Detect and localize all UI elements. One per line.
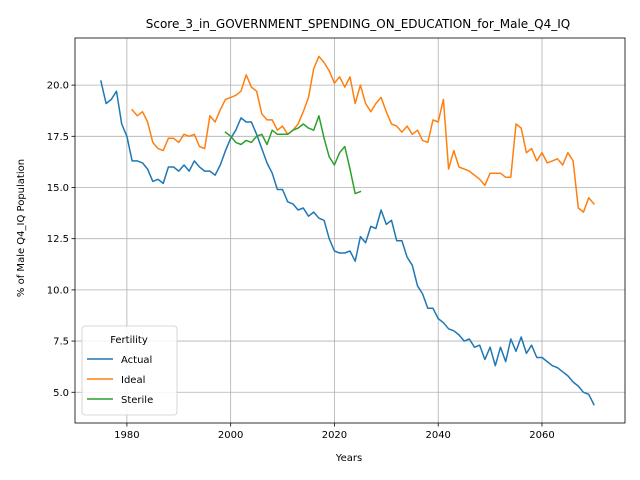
y-tick-label: 20.0 — [47, 81, 69, 92]
legend-box — [81, 325, 178, 416]
series-line-sterile — [224, 115, 362, 195]
legend-label-sterile: Sterile — [121, 395, 153, 406]
series-line-ideal — [131, 55, 595, 213]
chart-title: Score_3_in_GOVERNMENT_SPENDING_ON_EDUCAT… — [146, 17, 571, 31]
legend-title: Fertility — [110, 335, 148, 346]
axis-ticks: 1980 2000 2020 2040 2060 5.0 7.5 10.0 12.5 15.0 17… — [47, 81, 555, 441]
y-tick-label: 17.5 — [47, 132, 69, 143]
legend-items: Actual Ideal Sterile — [87, 355, 153, 406]
x-axis-label: Years — [335, 453, 362, 464]
series-line-actual — [100, 80, 595, 406]
y-tick-label: 12.5 — [47, 234, 69, 245]
legend-label-actual: Actual — [121, 355, 152, 366]
y-tick-label: 15.0 — [47, 183, 69, 194]
x-tick-label: 2060 — [529, 430, 554, 441]
x-tick-label: 2000 — [218, 430, 243, 441]
plot-frame — [74, 37, 626, 424]
x-tick-label: 2040 — [425, 430, 450, 441]
y-tick-label: 10.0 — [47, 285, 69, 296]
y-axis-label: % of Male Q4_IQ Population — [16, 159, 27, 297]
y-tick-label: 7.5 — [53, 337, 69, 348]
x-tick-label: 1980 — [114, 430, 139, 441]
legend: Fertility Actual Ideal Sterile — [81, 325, 178, 416]
legend-label-ideal: Ideal — [121, 375, 145, 386]
series-layer — [100, 55, 595, 406]
x-tick-label: 2020 — [322, 430, 347, 441]
y-tick-label: 5.0 — [53, 388, 69, 399]
